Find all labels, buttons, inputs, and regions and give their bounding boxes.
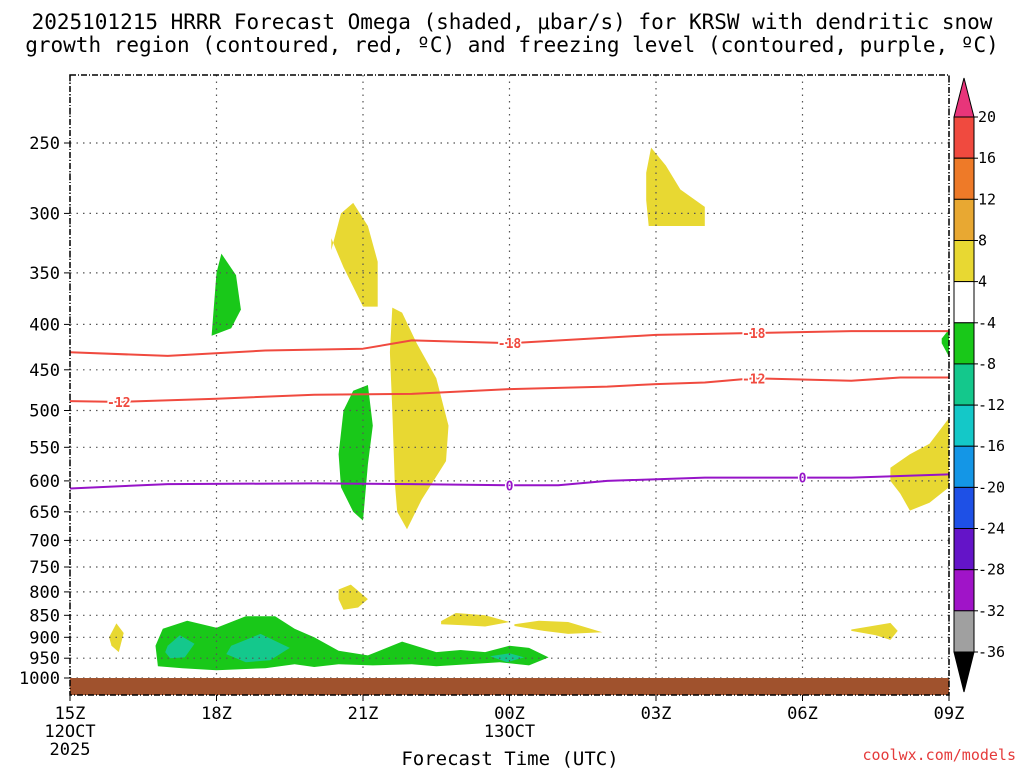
x-tick-18Z: 18Z (201, 704, 232, 724)
y-tick-250: 250 (29, 134, 60, 154)
y-tick-400: 400 (29, 315, 60, 335)
colorbar-swatch (953, 281, 975, 324)
colorbar-label: 8 (978, 232, 987, 250)
colorbar-label: 4 (978, 273, 987, 291)
y-tick-450: 450 (29, 361, 60, 381)
y-tick-950: 950 (29, 649, 60, 669)
colorbar-label: -4 (978, 314, 996, 332)
temperature-contours: -18 -18 -12 -12 0 0 (69, 326, 950, 496)
colorbar-label: 12 (978, 190, 996, 208)
contour-label-dgz-lower: -12 (742, 372, 765, 387)
y-tick-800: 800 (29, 583, 60, 603)
region-sinking-22z-column (389, 307, 449, 530)
y-tick-300: 300 (29, 204, 60, 224)
credit-text: coolwx.com/models (862, 746, 1016, 764)
region-sinking-21z-upper (331, 202, 378, 307)
chart-title-line1: 2025101215 HRRR Forecast Omega (shaded, … (32, 10, 993, 34)
colorbar: 20 16 12 8 4 -4 -8 -12 -16 -20 -24 -28 -32 -36 (953, 77, 1005, 693)
colorbar-label: 20 (978, 108, 996, 126)
colorbar-swatch (953, 363, 975, 406)
x-tick-21Z: 21Z (348, 704, 379, 724)
colorbar-swatch (953, 157, 975, 200)
contour-label-freezing-level: 0 (799, 472, 807, 487)
y-tick-850: 850 (29, 606, 60, 626)
y-axis-ticks: 2503003504004505005506006507007508008509… (19, 134, 70, 689)
region-upward-core-17z (165, 635, 195, 659)
colorbar-label: 16 (978, 149, 996, 167)
x-tick-09Z: 09Z (934, 704, 965, 724)
contour-label-dgz-upper: -18 (498, 337, 522, 352)
colorbar-label: -12 (978, 396, 1005, 414)
region-sinking-2330z (441, 613, 510, 627)
x-axis-label: Forecast Time (UTC) (401, 748, 618, 768)
contour-freezing-level (69, 473, 950, 490)
colorbar-swatch (953, 610, 975, 653)
x-tick-year-15Z: 2025 (50, 740, 91, 760)
contour-dgz-upper (69, 330, 949, 357)
colorbar-label: -32 (978, 602, 1005, 620)
x-tick-15Z: 15Z (55, 704, 86, 724)
contour-label-freezing-level: 0 (506, 479, 514, 494)
x-tick-date-00Z: 13OCT (484, 722, 535, 742)
colorbar-swatch (953, 198, 975, 242)
colorbar-swatch (953, 404, 975, 447)
x-tick-00Z: 00Z (494, 704, 525, 724)
colorbar-label: -20 (978, 478, 1005, 496)
region-sinking-0730z (851, 622, 898, 640)
region-upward-omega-upper-left (211, 253, 241, 336)
region-rising-21z-green (338, 385, 373, 521)
contour-dgz-lower (69, 376, 949, 403)
y-tick-1000: 1000 (19, 669, 60, 689)
colorbar-label: -8 (978, 355, 996, 373)
region-sinking-0130z (514, 620, 603, 634)
region-sinking-0630z-right (890, 418, 949, 511)
colorbar-top-arrow (953, 77, 975, 118)
y-tick-550: 550 (29, 438, 60, 458)
colorbar-swatch (953, 569, 975, 612)
y-tick-500: 500 (29, 402, 60, 422)
plot-area: -18 -18 -12 -12 0 0 (69, 74, 950, 696)
region-upward-right-edge (941, 329, 949, 357)
y-tick-350: 350 (29, 264, 60, 284)
region-sinking-03z (646, 147, 705, 226)
y-tick-750: 750 (29, 558, 60, 578)
colorbar-swatch (953, 528, 975, 571)
y-tick-700: 700 (29, 531, 60, 551)
grid-lines (69, 75, 950, 695)
colorbar-swatch (953, 322, 975, 365)
colorbar-swatch (953, 240, 975, 283)
region-sinking-21z-lower (338, 584, 368, 610)
colorbar-swatch (953, 116, 975, 159)
y-tick-650: 650 (29, 503, 60, 523)
colorbar-bottom-arrow (953, 651, 975, 693)
colorbar-label: -24 (978, 520, 1005, 538)
chart-title-line2: growth region (contoured, red, ºC) and f… (25, 33, 999, 57)
colorbar-label: -28 (978, 561, 1005, 579)
colorbar-swatch (953, 486, 975, 530)
y-tick-600: 600 (29, 472, 60, 492)
surface-ground (70, 678, 949, 695)
contour-label-dgz-lower: -12 (107, 396, 130, 411)
x-tick-date-15Z: 12OCT (44, 722, 95, 742)
x-tick-06Z: 06Z (787, 704, 818, 724)
x-tick-03Z: 03Z (641, 704, 672, 724)
region-upward-core-1830z (226, 633, 290, 663)
region-upward-core-00z (490, 653, 525, 663)
y-tick-900: 900 (29, 628, 60, 648)
contour-label-dgz-upper: -18 (742, 327, 766, 342)
omega-regions (109, 147, 949, 671)
colorbar-swatch (953, 445, 975, 488)
colorbar-label: -36 (978, 643, 1005, 661)
colorbar-label: -16 (978, 437, 1005, 455)
